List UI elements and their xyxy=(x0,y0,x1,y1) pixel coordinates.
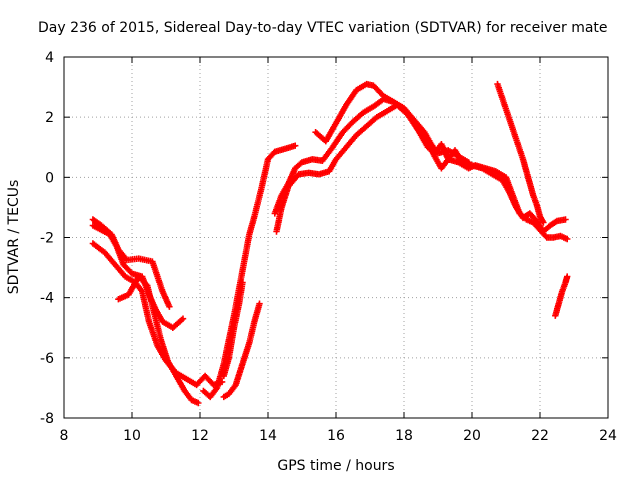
y-tick-label: -8 xyxy=(40,411,54,427)
x-tick-label: 14 xyxy=(259,428,277,444)
x-tick-label: 10 xyxy=(123,428,141,444)
x-tick-label: 8 xyxy=(60,428,69,444)
x-tick-label: 20 xyxy=(463,428,481,444)
y-tick-label: 0 xyxy=(45,170,54,186)
chart-title: Day 236 of 2015, Sidereal Day-to-day VTE… xyxy=(38,20,608,36)
y-tick-label: 2 xyxy=(45,110,54,126)
series-track-12 xyxy=(552,273,571,319)
y-tick-label: 4 xyxy=(45,50,54,66)
series-track-7 xyxy=(220,279,246,380)
x-tick-label: 12 xyxy=(191,428,209,444)
y-tick-label: -2 xyxy=(40,231,54,247)
y-axis-label: SDTVAR / TECUs xyxy=(6,180,22,295)
grid xyxy=(64,57,608,418)
y-tick-label: -4 xyxy=(40,291,54,307)
x-tick-label: 16 xyxy=(327,428,345,444)
x-tick-label: 24 xyxy=(599,428,617,444)
series-group xyxy=(89,80,571,407)
series-track-10 xyxy=(312,80,472,166)
series-track-11 xyxy=(494,80,547,226)
series-track-4 xyxy=(115,273,202,407)
x-axis-label: GPS time / hours xyxy=(277,458,394,474)
series-track-6 xyxy=(220,300,263,401)
x-tick-label: 22 xyxy=(531,428,549,444)
series-track-5 xyxy=(200,142,299,401)
y-tick-label: -6 xyxy=(40,351,54,367)
x-tick-label: 18 xyxy=(395,428,413,444)
